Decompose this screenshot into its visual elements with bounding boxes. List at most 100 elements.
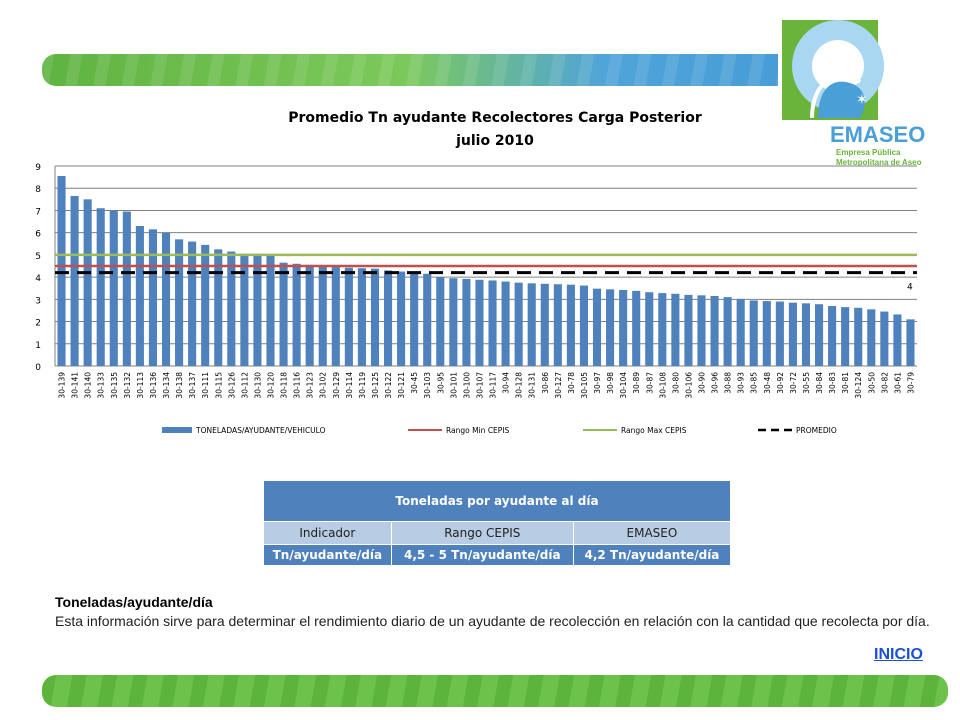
bar — [96, 208, 105, 366]
x-tick-label: 30-137 — [188, 372, 197, 399]
bar — [357, 268, 366, 366]
x-tick-label: 30-94 — [502, 372, 511, 394]
x-tick-label: 30-85 — [750, 372, 759, 394]
x-tick-label: 30-130 — [253, 372, 262, 399]
x-tick-label: 30-140 — [84, 372, 93, 399]
x-tick-label: 30-100 — [462, 372, 471, 399]
x-tick-label: 30-138 — [175, 372, 184, 399]
x-tick-label: 30-72 — [789, 372, 798, 394]
x-tick-label: 30-119 — [358, 372, 367, 399]
y-tick-label: 8 — [35, 185, 41, 195]
bar — [540, 283, 549, 366]
bar — [893, 314, 902, 366]
bar — [553, 284, 562, 366]
x-tick-label: 30-132 — [123, 372, 132, 399]
bar — [240, 253, 249, 366]
bar — [880, 311, 889, 366]
bar — [410, 272, 419, 366]
legend-swatch — [162, 427, 192, 433]
x-tick-label: 30-114 — [345, 372, 354, 399]
y-tick-label: 2 — [35, 319, 41, 329]
x-tick-label: 30-86 — [541, 372, 550, 394]
bar — [749, 300, 758, 366]
emaseo-logo: ✶ EMASEO Empresa Pública Metropolitana d… — [778, 18, 950, 174]
legend-label: TONELADAS/AYUDANTE/VEHICULO — [195, 426, 326, 435]
legend-label: Rango Min CEPIS — [446, 426, 510, 435]
bar — [788, 302, 797, 366]
table-cell-indicador: Tn/ayudante/día — [263, 544, 392, 566]
y-tick-label: 0 — [35, 363, 41, 373]
x-tick-label: 30-96 — [711, 372, 720, 394]
x-tick-label: 30-80 — [671, 372, 680, 394]
bar — [736, 298, 745, 366]
bottom-decorative-band — [42, 675, 948, 707]
bar — [723, 297, 732, 366]
bar-chart: 0 1 2 3 4 5 6 7 8 9 30-139 30-141 30-140 30-133 30-135… — [35, 163, 917, 435]
bar — [488, 280, 497, 366]
bar — [175, 239, 184, 366]
bar — [841, 307, 850, 366]
x-tick-label: 30-131 — [528, 372, 537, 399]
bar — [449, 278, 458, 366]
bar — [383, 270, 393, 366]
bar — [227, 251, 236, 366]
bar — [632, 290, 641, 366]
bar — [775, 301, 784, 366]
x-tick-label: 30-125 — [371, 372, 380, 399]
bar — [305, 264, 314, 366]
x-tick-label: 30-111 — [201, 372, 210, 399]
bar — [135, 226, 144, 366]
bar — [854, 307, 863, 366]
x-tick-label: 30-105 — [580, 372, 589, 399]
chart-title: Promedio Tn ayudante Recolectores Carga … — [288, 110, 702, 126]
x-tick-label: 30-117 — [489, 372, 498, 399]
x-tick-label: 30-116 — [293, 372, 302, 399]
bar — [109, 210, 118, 366]
y-tick-label: 1 — [35, 341, 41, 351]
x-tick-label: 30-133 — [97, 372, 106, 399]
x-tick-label: 30-93 — [737, 372, 746, 394]
x-tick-label: 30-113 — [136, 372, 145, 399]
x-tick-label: 30-122 — [384, 372, 393, 399]
bar — [253, 253, 262, 366]
x-tick-label: 30-84 — [815, 372, 824, 394]
inicio-link[interactable]: INICIO — [874, 646, 923, 663]
legend-label: Rango Max CEPIS — [621, 426, 687, 435]
bar — [475, 279, 484, 366]
table-header-rango: Rango CEPIS — [390, 521, 574, 545]
bar — [188, 241, 197, 366]
bar — [397, 271, 406, 366]
svg-text:Metropolitana de Aseo: Metropolitana de Aseo — [836, 158, 922, 167]
bar — [331, 267, 340, 366]
x-tick-label: 30-127 — [554, 372, 563, 399]
x-tick-label: 30-61 — [893, 372, 902, 394]
y-tick-label: 4 — [35, 274, 41, 284]
bar — [292, 263, 301, 366]
x-tick-label: 30-92 — [776, 372, 785, 394]
bar — [436, 277, 445, 366]
x-tick-label: 30-139 — [58, 372, 67, 399]
y-tick-label: 9 — [35, 163, 41, 173]
y-tick-label: 5 — [35, 252, 41, 262]
y-tick-label: 3 — [35, 296, 41, 306]
x-tick-label: 30-107 — [475, 372, 484, 399]
x-tick-label: 30-97 — [593, 372, 602, 394]
x-tick-label: 30-87 — [645, 372, 654, 394]
x-tick-label: 30-45 — [410, 372, 419, 394]
bar — [828, 306, 837, 366]
table-header-indicador: Indicador — [263, 521, 392, 545]
description-title: Toneladas/ayudante/día — [55, 594, 213, 610]
x-tick-label: 30-82 — [880, 372, 889, 394]
x-tick-label: 30-124 — [854, 372, 863, 399]
x-tick-label: 30-112 — [240, 372, 249, 399]
x-tick-label: 30-55 — [802, 372, 811, 394]
table-header-emaseo: EMASEO — [572, 521, 732, 545]
bar — [645, 292, 654, 366]
x-tick-label: 30-129 — [332, 372, 341, 399]
x-tick-label: 30-104 — [619, 372, 628, 399]
x-tick-label: 30-126 — [227, 372, 236, 399]
bar — [710, 296, 719, 366]
bar — [279, 262, 288, 366]
x-tick-label: 30-134 — [162, 372, 171, 399]
x-tick-label: 30-95 — [436, 372, 445, 394]
